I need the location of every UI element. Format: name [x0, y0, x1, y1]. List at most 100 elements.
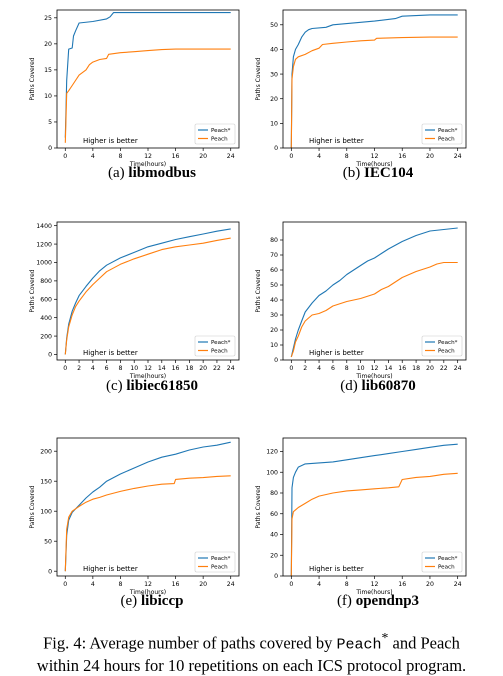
x-tick-label: 12: [144, 365, 152, 372]
y-tick-label: 800: [40, 278, 52, 285]
x-tick-label: 8: [118, 581, 122, 588]
x-axis-label: Time(hours): [355, 373, 392, 380]
legend-label-peach-star: Peach*: [211, 556, 231, 562]
series-line-peach-star: [290, 227, 458, 358]
x-tick-label: 20: [426, 365, 434, 372]
legend-label-peach-star: Peach*: [438, 556, 458, 562]
x-tick-label: 22: [440, 365, 448, 372]
y-tick-label: 10: [270, 342, 278, 349]
x-tick-label: 8: [345, 153, 349, 160]
x-tick-label: 12: [144, 153, 152, 160]
x-tick-label: 16: [172, 581, 180, 588]
chart-c: 0 2 4 6 8 10 12 14 16 18 20 22 240200400600800100012…: [29, 221, 240, 380]
y-tick-label: 120: [266, 449, 278, 456]
x-axis-label: Time(hours): [129, 589, 166, 596]
subfigure-label-c: (c) libiec61850: [37, 378, 267, 395]
x-tick-label: 22: [213, 365, 221, 372]
annotation-higher-is-better: Higher is better: [309, 565, 364, 573]
x-tick-label: 24: [454, 365, 462, 372]
annotation-higher-is-better: Higher is better: [309, 137, 364, 145]
x-tick-label: 8: [118, 365, 122, 372]
y-tick-label: 30: [270, 312, 278, 319]
series-line-peach: [64, 48, 231, 143]
caption-rest: and Peach: [392, 633, 460, 653]
y-tick-label: 0: [274, 573, 278, 580]
subfigure-label-d: (d) lib60870: [263, 378, 493, 395]
subfigure-letter: (b): [342, 165, 361, 181]
series-line-peach-star: [290, 14, 458, 149]
x-tick-label: 24: [454, 581, 462, 588]
x-tick-label: 4: [317, 153, 321, 160]
subfigure-letter: (a): [108, 165, 125, 181]
subfigure-label-f: (f) opendnp3: [263, 593, 493, 610]
x-tick-label: 0: [289, 153, 293, 160]
x-tick-label: 0: [63, 153, 67, 160]
legend-label-peach: Peach: [438, 565, 455, 571]
y-tick-label: 200: [40, 333, 52, 340]
y-tick-label: 10: [270, 121, 278, 128]
x-tick-label: 16: [172, 365, 180, 372]
legend-label-peach: Peach: [211, 137, 228, 143]
x-tick-label: 2: [77, 365, 81, 372]
y-tick-label: 40: [270, 532, 278, 539]
y-tick-label: 50: [44, 538, 52, 545]
x-tick-label: 14: [158, 365, 166, 372]
x-tick-label: 20: [199, 365, 207, 372]
x-tick-label: 20: [426, 153, 434, 160]
x-tick-label: 24: [227, 365, 235, 372]
y-tick-label: 0: [48, 568, 52, 575]
y-tick-label: 100: [40, 508, 52, 515]
annotation-higher-is-better: Higher is better: [83, 565, 138, 573]
x-tick-label: 6: [331, 365, 335, 372]
x-tick-label: 4: [91, 153, 95, 160]
subfigure-label-e: (e) libiccp: [37, 593, 267, 610]
x-tick-label: 8: [118, 153, 122, 160]
y-tick-label: 15: [44, 67, 52, 74]
y-tick-label: 200: [40, 448, 52, 455]
x-tick-label: 4: [317, 365, 321, 372]
x-tick-label: 0: [63, 365, 67, 372]
x-tick-label: 0: [289, 365, 293, 372]
y-tick-label: 0: [274, 145, 278, 152]
y-tick-label: 0: [274, 357, 278, 364]
legend-label-peach: Peach: [211, 565, 228, 571]
y-tick-label: 0: [48, 352, 52, 359]
x-tick-label: 24: [227, 153, 235, 160]
caption-peach-star: Peach: [336, 636, 382, 654]
legend-label-peach-star: Peach*: [438, 340, 458, 346]
y-tick-label: 60: [270, 267, 278, 274]
series-line-peach: [290, 472, 458, 577]
y-axis-label: Paths Covered: [29, 269, 36, 312]
y-tick-label: 80: [270, 237, 278, 244]
y-tick-label: 30: [270, 71, 278, 78]
y-tick-label: 60: [270, 511, 278, 518]
y-axis-label: Paths Covered: [255, 57, 262, 100]
legend-label-peach-star: Peach*: [211, 340, 231, 346]
x-axis-label: Time(hours): [355, 161, 392, 168]
x-tick-label: 18: [185, 365, 193, 372]
legend-label-peach-star: Peach*: [438, 128, 458, 134]
x-tick-label: 4: [317, 581, 321, 588]
subfigure-name: libiec61850: [126, 378, 199, 394]
x-axis-label: Time(hours): [129, 161, 166, 168]
series-line-peach: [64, 475, 231, 572]
caption-prefix: Fig. 4: Average number of paths covered …: [43, 633, 333, 653]
y-tick-label: 10: [44, 93, 52, 100]
annotation-higher-is-better: Higher is better: [309, 349, 364, 357]
series-line-peach: [290, 261, 458, 358]
annotation-higher-is-better: Higher is better: [83, 137, 138, 145]
series-line-peach-star: [64, 228, 231, 355]
chart-a: 0 4 8 12 16 20 24 0 5 10 15 20 25 Time(hours) Paths Co…: [29, 9, 240, 168]
caption-line2: within 24 hours for 10 repetitions on ea…: [36, 655, 467, 675]
x-tick-label: 12: [144, 581, 152, 588]
subfigure-name: libmodbus: [128, 165, 196, 181]
y-tick-label: 20: [270, 552, 278, 559]
x-tick-label: 20: [426, 581, 434, 588]
y-tick-label: 0: [48, 145, 52, 152]
x-tick-label: 2: [303, 365, 307, 372]
x-tick-label: 6: [105, 365, 109, 372]
subfigure-label-b: (b) IEC104: [263, 165, 493, 182]
y-tick-label: 80: [270, 490, 278, 497]
x-axis-label: Time(hours): [355, 589, 392, 596]
